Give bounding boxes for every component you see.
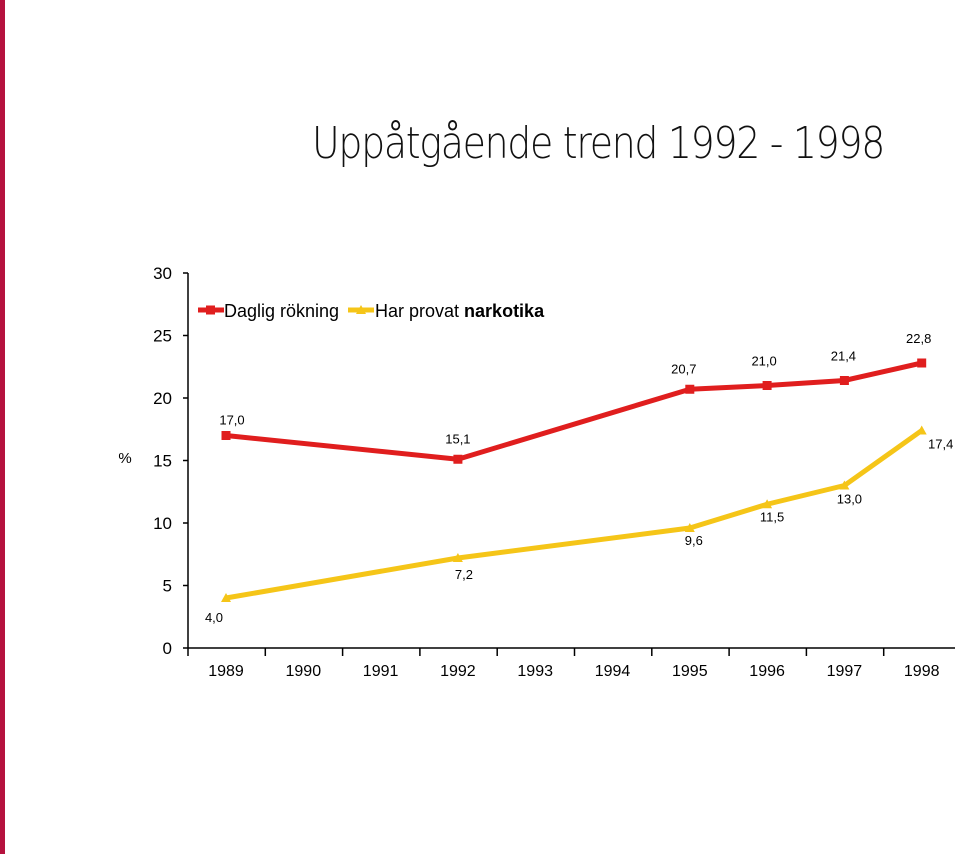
data-point-marker [916,425,927,435]
data-label: 11,5 [760,509,784,524]
data-label: 21,0 [751,354,776,369]
data-point-marker [762,381,772,390]
x-tick-label: 1990 [286,663,322,680]
y-tick-label: 0 [163,639,172,658]
chart-axes: 0 5 10 15 20 25 30 1989 1990 1991 1992 1993 1994 1995… [118,264,955,680]
data-point-marker [221,431,231,440]
legend-marker-daglig-rokning [206,305,215,315]
x-tick-label: 1994 [595,663,631,680]
x-tick-label: 1997 [827,663,863,680]
legend-label-har-provat-narkotika: Har provat narkotika [375,301,545,321]
x-tick-label: 1996 [749,663,785,680]
data-point-marker [839,480,850,490]
data-label: 21,4 [831,349,856,364]
y-tick-label: 15 [153,452,172,471]
data-point-marker [221,593,231,602]
y-tick-label: 5 [163,577,172,596]
data-point-marker [839,376,849,385]
data-label: 15,1 [445,431,470,446]
y-tick-label: 10 [153,514,172,533]
data-point-marker [684,523,695,532]
data-label: 22,8 [906,331,931,346]
data-point-marker [452,553,463,562]
data-label: 13,0 [837,492,862,507]
y-tick-label: 30 [153,264,172,283]
x-tick-label: 1995 [672,663,708,680]
chart-series-lines [221,358,927,602]
data-label: 17,4 [928,437,953,452]
data-label: 7,2 [455,567,473,582]
data-label: 17,0 [219,413,244,428]
x-tick-label: 1998 [904,663,940,680]
y-tick-label: 20 [153,389,172,408]
data-label: 9,6 [685,533,703,548]
series-line-2 [225,428,924,601]
slide-title: Uppåtgående trend 1992 - 1998 [312,118,885,169]
x-tick-label: 1992 [440,663,476,680]
data-point-marker [762,499,773,509]
legend-marker-har-provat-narkotika [356,305,366,314]
y-tick-label: 25 [153,327,172,346]
data-point-marker [917,358,927,368]
x-tick-label: 1989 [208,663,244,680]
data-label: 4,0 [205,610,223,625]
series-line-1 [225,360,923,462]
chart-data-labels: 17,0 15,1 20,7 21,0 21,4 22,8 4,0 7,2 9,6 11,5 13,… [205,331,953,625]
chart-legend: Daglig rökning Har provat narkotika [198,301,545,321]
y-axis-label: % [118,450,131,467]
data-point-marker [685,384,695,394]
x-tick-label: 1991 [363,663,399,680]
data-point-marker [453,454,463,464]
slide-accent-bar [0,0,5,854]
data-label: 20,7 [671,361,696,376]
legend-label-daglig-rokning: Daglig rökning [224,301,339,321]
x-tick-label: 1993 [517,663,553,680]
